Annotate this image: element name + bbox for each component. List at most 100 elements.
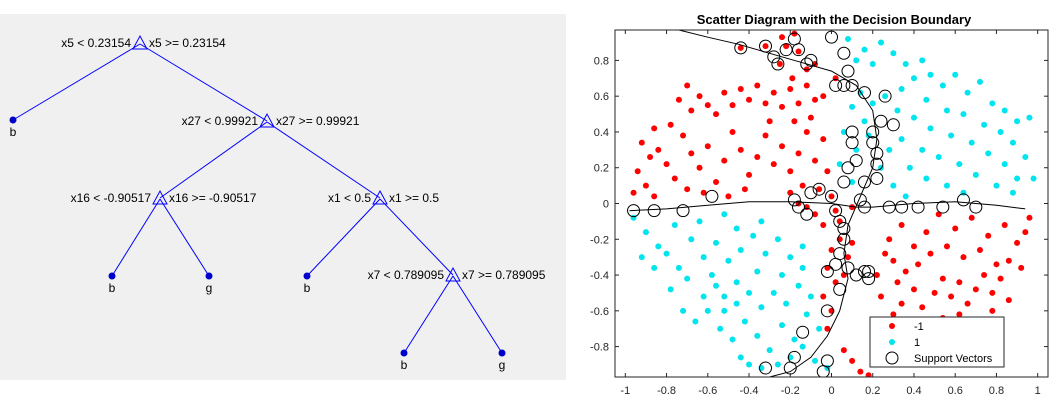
point-class-neg1 bbox=[787, 189, 794, 196]
point-class-1 bbox=[906, 164, 913, 171]
point-class-neg1 bbox=[776, 60, 783, 67]
y-tick-label: -0.8 bbox=[590, 342, 609, 354]
point-class-1 bbox=[717, 325, 724, 332]
point-class-neg1 bbox=[989, 307, 996, 314]
point-class-neg1 bbox=[803, 82, 810, 89]
leaf-node-marker bbox=[303, 272, 311, 280]
point-class-neg1 bbox=[638, 139, 645, 146]
point-class-1 bbox=[754, 332, 761, 339]
point-class-1 bbox=[630, 214, 637, 221]
support-vector-marker bbox=[837, 222, 851, 236]
point-class-neg1 bbox=[783, 43, 790, 50]
point-class-neg1 bbox=[746, 96, 753, 103]
point-class-1 bbox=[746, 361, 753, 368]
leaf-label: b bbox=[304, 281, 311, 295]
y-tick-label: 0.8 bbox=[594, 55, 609, 67]
support-vector-marker bbox=[759, 39, 773, 53]
support-vector-marker bbox=[853, 193, 867, 207]
plot-layer bbox=[627, 30, 1037, 377]
x-tick-label: 1 bbox=[1035, 385, 1041, 397]
point-class-neg1 bbox=[964, 300, 971, 307]
point-class-1 bbox=[898, 86, 905, 93]
support-vector-marker bbox=[800, 57, 814, 71]
point-class-1 bbox=[758, 218, 765, 225]
tree-edge bbox=[111, 198, 161, 277]
point-class-1 bbox=[655, 243, 662, 250]
point-class-1 bbox=[779, 272, 786, 279]
support-vector-marker bbox=[845, 136, 859, 150]
point-class-neg1 bbox=[721, 89, 728, 96]
point-class-1 bbox=[836, 161, 843, 168]
support-vector-marker bbox=[841, 161, 855, 175]
point-class-1 bbox=[927, 125, 934, 132]
point-class-neg1 bbox=[696, 164, 703, 171]
point-class-neg1 bbox=[1026, 214, 1033, 221]
point-class-neg1 bbox=[675, 96, 682, 103]
point-class-1 bbox=[700, 293, 707, 300]
point-class-neg1 bbox=[651, 125, 658, 132]
point-class-1 bbox=[853, 146, 860, 153]
point-class-1 bbox=[733, 300, 740, 307]
point-class-neg1 bbox=[832, 207, 839, 214]
point-class-1 bbox=[721, 307, 728, 314]
point-class-neg1 bbox=[824, 168, 831, 175]
split-right-label: x7 >= 0.789095 bbox=[462, 268, 546, 282]
point-class-1 bbox=[910, 75, 917, 82]
point-class-1 bbox=[733, 225, 740, 232]
point-class-neg1 bbox=[976, 247, 983, 254]
point-class-1 bbox=[713, 282, 720, 289]
point-class-neg1 bbox=[795, 150, 802, 157]
tree-edge bbox=[139, 43, 268, 122]
point-class-1 bbox=[799, 343, 806, 350]
legend-item-support-vectors-marker bbox=[885, 351, 899, 365]
support-vector-marker bbox=[857, 264, 871, 278]
point-class-1 bbox=[849, 179, 856, 186]
x-tick-label: 0.6 bbox=[948, 385, 963, 397]
point-class-neg1 bbox=[935, 211, 942, 218]
legend-item-1-label: 1 bbox=[914, 337, 920, 349]
point-class-1 bbox=[919, 57, 926, 64]
split-left-label: x27 < 0.99921 bbox=[182, 114, 259, 128]
point-class-neg1 bbox=[960, 254, 967, 261]
support-vector-marker bbox=[767, 50, 781, 64]
point-class-neg1 bbox=[898, 221, 905, 228]
point-class-1 bbox=[680, 307, 687, 314]
point-class-neg1 bbox=[741, 186, 748, 193]
point-class-neg1 bbox=[803, 66, 810, 73]
point-class-neg1 bbox=[873, 272, 880, 279]
support-vector-marker bbox=[820, 264, 834, 278]
point-class-1 bbox=[989, 100, 996, 107]
point-class-1 bbox=[713, 239, 720, 246]
point-class-neg1 bbox=[812, 157, 819, 164]
split-left-label: x1 < 0.5 bbox=[328, 191, 371, 205]
legend: -1 1 Support Vectors bbox=[869, 316, 1005, 368]
support-vector-marker bbox=[837, 46, 851, 60]
scatter-chart: Scatter Diagram with the Decision Bounda… bbox=[590, 12, 1049, 397]
support-vector-marker bbox=[845, 78, 859, 92]
point-class-neg1 bbox=[820, 293, 827, 300]
support-vector-marker bbox=[857, 175, 871, 189]
support-vector-marker bbox=[800, 207, 814, 221]
support-vector-marker bbox=[792, 43, 806, 57]
point-class-neg1 bbox=[812, 211, 819, 218]
legend-item-1-marker bbox=[889, 339, 895, 345]
split-left-label: x7 < 0.789095 bbox=[368, 268, 445, 282]
point-class-1 bbox=[799, 243, 806, 250]
tree-edge bbox=[403, 275, 454, 354]
point-class-neg1 bbox=[713, 179, 720, 186]
support-vector-marker bbox=[820, 304, 834, 318]
support-vector-marker bbox=[796, 325, 810, 339]
point-class-neg1 bbox=[972, 286, 979, 293]
point-class-neg1 bbox=[915, 261, 922, 268]
point-class-1 bbox=[779, 322, 786, 329]
point-class-1 bbox=[758, 304, 765, 311]
point-class-neg1 bbox=[684, 186, 691, 193]
split-node-marker bbox=[152, 189, 168, 205]
point-class-1 bbox=[762, 250, 769, 257]
point-class-neg1 bbox=[762, 43, 769, 50]
point-class-neg1 bbox=[721, 157, 728, 164]
point-class-neg1 bbox=[779, 143, 786, 150]
point-class-1 bbox=[927, 71, 934, 78]
y-tick-label: -0.2 bbox=[590, 234, 609, 246]
point-class-1 bbox=[675, 264, 682, 271]
